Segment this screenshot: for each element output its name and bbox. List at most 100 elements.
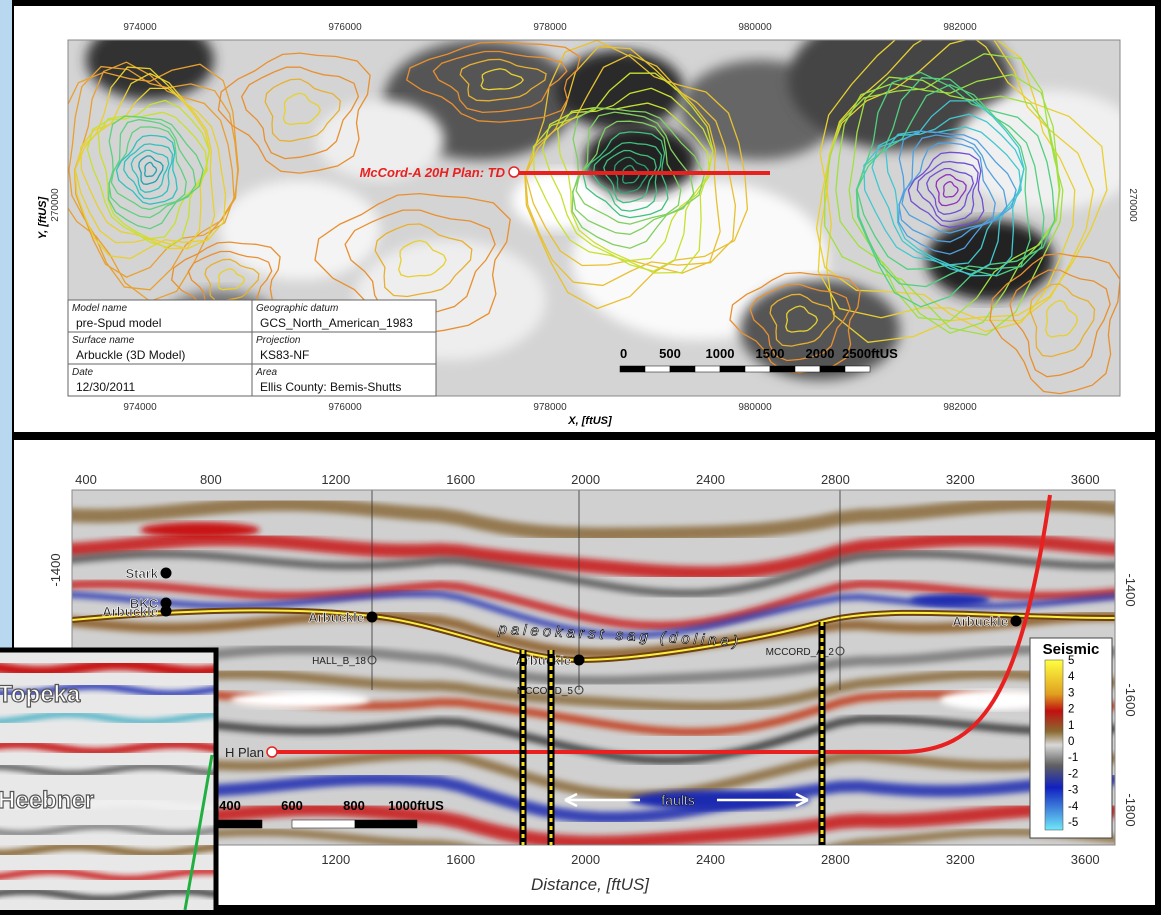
- contour: [901, 142, 996, 234]
- info-value: Ellis County: Bemis-Shutts: [260, 380, 401, 394]
- section-scale-seg: [291, 819, 356, 829]
- map-shade: [788, 40, 1012, 150]
- scale-seg: [619, 365, 646, 373]
- horizon-pick: [573, 654, 585, 666]
- section-x-tick-bottom: 2400: [696, 852, 725, 867]
- section-x-tick-top: 3600: [1071, 472, 1100, 487]
- section-x-tick-bottom: 2800: [821, 852, 850, 867]
- seismic-band: [72, 689, 1115, 737]
- contour: [110, 126, 187, 211]
- contour: [749, 283, 851, 362]
- colorbar-title: Seismic: [1043, 641, 1100, 658]
- colorbar-label: 3: [1068, 687, 1074, 699]
- inset-band: [0, 725, 214, 745]
- section-y-tick: -1800: [1123, 793, 1138, 826]
- inset-label: Heebner: [0, 787, 94, 814]
- contour: [907, 151, 985, 228]
- contour: [80, 87, 211, 250]
- fault-arrows: [564, 792, 809, 808]
- info-value: GCS_North_American_1983: [260, 316, 413, 330]
- seismic-lens: [230, 692, 370, 708]
- contour: [848, 76, 1060, 322]
- contour: [344, 209, 496, 318]
- map-y-tick-right: 270000: [1127, 188, 1138, 222]
- horizon-pick: [1010, 615, 1022, 627]
- well-name: MCCORD_A_2: [766, 647, 835, 658]
- contour: [123, 143, 174, 200]
- well-symbol: [835, 646, 845, 656]
- inset-band: [0, 682, 214, 698]
- colorbar-label: -3: [1068, 785, 1078, 797]
- map-x-tick-top: 978000: [533, 22, 567, 33]
- map-x-tick-top: 980000: [738, 22, 772, 33]
- colorbar: [1044, 659, 1064, 831]
- map-x-label: X, [ftUS]: [567, 415, 612, 427]
- scale-seg: [844, 365, 871, 373]
- inset-band: [0, 795, 214, 815]
- well-symbol: [574, 685, 584, 695]
- scale-label: 2000: [806, 346, 835, 361]
- horizon-pick: [160, 597, 172, 609]
- section-scale-label: 1000ftUS: [388, 798, 444, 813]
- planned-well-start: [266, 746, 278, 758]
- contour: [138, 155, 164, 185]
- contour: [217, 52, 371, 174]
- seismic-band: [72, 579, 1115, 630]
- side-strip: [0, 0, 12, 650]
- contour: [68, 65, 239, 291]
- section-scale-label: 400: [219, 798, 241, 813]
- map-y-tick-left: 270000: [50, 188, 61, 222]
- section-x-tick-bottom: 1200: [321, 852, 350, 867]
- info-key: Projection: [256, 335, 301, 346]
- scale-label: 1000: [706, 346, 735, 361]
- horizon-pick-label: Arbuckle: [515, 653, 571, 668]
- map-x-tick-bottom: 974000: [123, 402, 157, 413]
- seismic-band: [72, 549, 1115, 598]
- inset-label: Topeka: [0, 681, 81, 708]
- map-shade: [512, 170, 608, 230]
- contour: [204, 258, 260, 302]
- contour: [897, 130, 1017, 255]
- section-scale-label: 600: [281, 798, 303, 813]
- contour: [863, 100, 1025, 277]
- well-name: MCCORD_5: [517, 686, 574, 697]
- map-shade: [740, 280, 900, 380]
- inset-band: [0, 842, 214, 859]
- section-y-tick: -1600: [1123, 683, 1138, 716]
- contour: [398, 239, 447, 278]
- plan-label: H Plan: [225, 745, 264, 760]
- colorbar-label: -4: [1068, 801, 1079, 813]
- contour: [282, 92, 322, 126]
- inset-band: [0, 867, 214, 883]
- map-x-tick-bottom: 976000: [328, 402, 362, 413]
- colorbar-label: 2: [1068, 704, 1074, 716]
- map-x-tick-bottom: 982000: [943, 402, 977, 413]
- planned-well: [272, 494, 1052, 754]
- map-y-label: Y, [ftUS]: [37, 196, 49, 239]
- section-x-label: Distance, [ftUS]: [531, 875, 650, 894]
- seismic-band: [72, 827, 1115, 845]
- well-td: [508, 166, 520, 178]
- seismic-band: [72, 531, 1115, 581]
- horizon-pick-label: Stark: [125, 566, 158, 581]
- scale-label: 2500ftUS: [842, 346, 898, 361]
- contour: [824, 53, 1064, 336]
- scale-seg: [644, 365, 671, 373]
- map-shade: [220, 180, 380, 280]
- well-symbol: [367, 655, 377, 665]
- inset-band: [0, 887, 214, 902]
- seismic-band: [72, 668, 1115, 712]
- scale-seg: [819, 365, 846, 373]
- colorbar-box: [1029, 637, 1113, 839]
- horizon-pick: [366, 611, 378, 623]
- contour: [1009, 269, 1111, 378]
- inset: Topeka Heebner: [0, 652, 214, 910]
- section-scale-seg: [354, 819, 418, 829]
- contour: [217, 268, 246, 291]
- contour: [459, 58, 547, 102]
- colorbar-label: 4: [1068, 671, 1075, 683]
- section-y-tick: -1400: [1123, 573, 1138, 606]
- section-x-tick-top: 3200: [946, 472, 975, 487]
